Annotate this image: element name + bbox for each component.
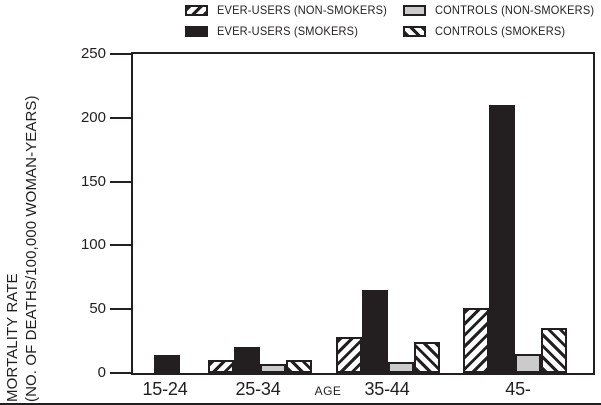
x-tick-label: 15-24 (142, 379, 188, 399)
legend-item: CONTROLS (SMOKERS) (403, 24, 577, 38)
y-tick-mark (110, 372, 133, 374)
y-axis-title: MORTALITY RATE (NO. OF DEATHS/100,000 WO… (3, 95, 41, 402)
y-tick-mark (110, 308, 133, 311)
bar-solid-black-45- (489, 105, 515, 373)
bar-solid-gray-45- (515, 354, 541, 373)
legend-label: EVER-USERS (NON-SMOKERS) (217, 3, 388, 17)
bar-hatch-forward-45- (463, 308, 489, 373)
y-tick-label: 150 (80, 172, 106, 190)
bar-solid-gray-25-34 (260, 364, 286, 373)
bar-solid-black-15-24 (154, 355, 180, 373)
y-tick-mark (110, 180, 133, 183)
bar-solid-black-25-34 (234, 347, 260, 373)
y-tick-mark (110, 116, 133, 119)
y-tick-mark (110, 244, 133, 247)
figure-bottom-rule (0, 403, 601, 405)
x-tick-label: 35-44 (364, 379, 410, 399)
legend-item: EVER-USERS (NON-SMOKERS) (185, 3, 402, 17)
legend-item: EVER-USERS (SMOKERS) (185, 24, 370, 38)
legend-label: CONTROLS (SMOKERS) (435, 24, 566, 38)
y-tick-label: 100 (80, 236, 106, 254)
solid-black-swatch-icon (185, 25, 208, 37)
hatch-forward-swatch-icon (185, 4, 208, 16)
bar-solid-gray-35-44 (388, 362, 414, 373)
x-tick-label: 25-34 (235, 379, 281, 399)
bar-hatch-back-35-44 (414, 342, 440, 373)
legend-label: EVER-USERS (SMOKERS) (217, 24, 359, 38)
bar-hatch-back-25-34 (286, 360, 312, 373)
x-axis-title: AGE (314, 384, 342, 398)
bar-hatch-back-45- (541, 328, 567, 373)
bar-hatch-forward-35-44 (336, 337, 362, 373)
legend-item: CONTROLS (NON-SMOKERS) (403, 3, 601, 17)
legend-label: CONTROLS (NON-SMOKERS) (435, 3, 595, 17)
bar-solid-black-35-44 (362, 290, 388, 373)
x-tick-label: 45- (505, 379, 531, 399)
y-tick-label: 200 (80, 108, 106, 126)
y-tick-label: 50 (89, 300, 106, 318)
y-tick-label: 250 (80, 45, 106, 62)
solid-gray-swatch-icon (403, 4, 426, 16)
y-tick-mark (110, 53, 133, 55)
hatch-back-swatch-icon (403, 25, 426, 37)
bar-hatch-forward-25-34 (208, 360, 234, 373)
plot-area (131, 52, 595, 375)
y-axis-title-line2: (NO. OF DEATHS/100,000 WOMAN-YEARS) (23, 95, 40, 402)
y-axis-title-line1: MORTALITY RATE (4, 273, 21, 402)
y-tick-label: 0 (97, 364, 106, 381)
